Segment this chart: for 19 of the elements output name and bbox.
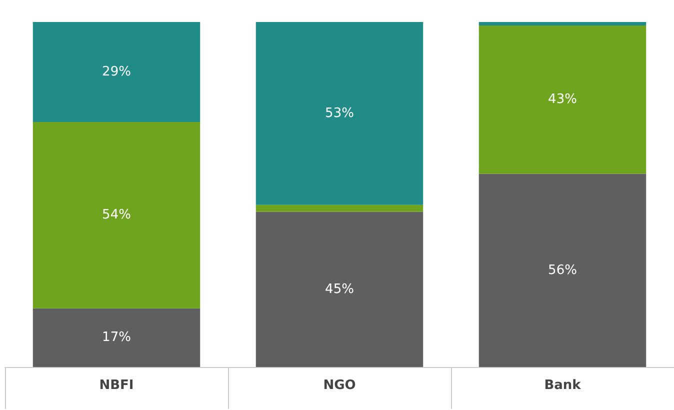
data-label: 17% [102, 330, 131, 346]
bar [478, 25, 646, 174]
bar [256, 22, 424, 205]
data-label: 56% [548, 262, 577, 278]
bar [256, 212, 424, 367]
data-label: 43% [548, 92, 577, 108]
x-tick-label: Bank [544, 378, 582, 393]
x-tick-label: NGO [323, 378, 356, 393]
bar [32, 308, 200, 367]
data-label: 45% [325, 282, 354, 297]
bar [256, 204, 424, 212]
bar [478, 174, 646, 367]
data-label: 54% [102, 208, 131, 223]
data-label: 29% [102, 64, 131, 80]
bar [32, 22, 200, 122]
bar [32, 122, 200, 308]
bar [478, 22, 646, 26]
data-label: 53% [325, 106, 354, 121]
x-tick-label: NBFI [99, 378, 134, 393]
